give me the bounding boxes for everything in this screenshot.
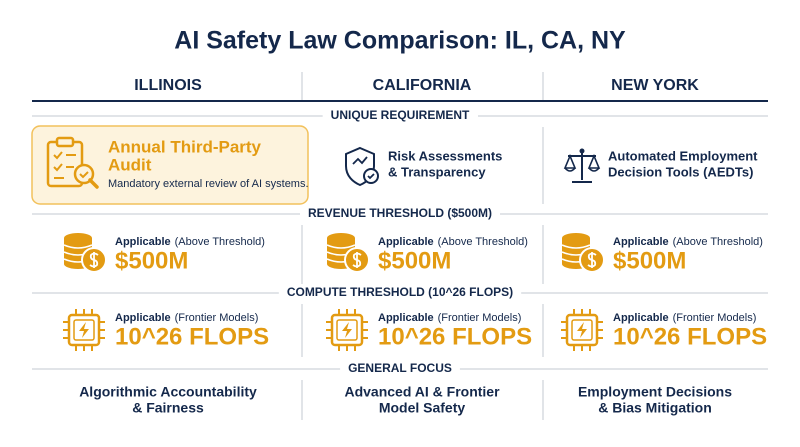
section-label-bg	[299, 206, 501, 222]
card-description: Mandatory external review of AI systems.	[108, 178, 309, 190]
status-line: Applicable (Above Threshold)	[613, 236, 763, 248]
requirement-text: Decision Tools (AEDTs)	[608, 164, 753, 179]
requirement-text: & Transparency	[388, 164, 486, 179]
section-label: UNIQUE REQUIREMENT	[331, 108, 470, 122]
shield-icon-part	[367, 173, 375, 180]
scales-icon-part	[568, 150, 596, 183]
audit-icon-part	[55, 136, 75, 148]
chip-icon-part	[73, 319, 95, 341]
chip-icon-part	[577, 322, 587, 338]
coins-icon	[326, 233, 370, 273]
column-header: NEW YORK	[611, 77, 699, 94]
scales-icon-part	[579, 148, 585, 154]
status: Applicable	[613, 236, 669, 248]
coins-icon-part	[352, 252, 362, 268]
shield-icon	[345, 146, 379, 187]
column-header: ILLINOIS	[134, 77, 202, 94]
threshold-value: $500M	[378, 247, 451, 274]
section-label-bg	[278, 285, 522, 301]
scales-icon-part	[564, 167, 600, 172]
status-note: (Above Threshold)	[438, 236, 528, 248]
chip-icon-part	[561, 309, 603, 351]
focus-text: Employment Decisions	[578, 384, 732, 400]
chip-icon-part	[79, 322, 89, 338]
status: Applicable	[378, 236, 434, 248]
focus-text: Algorithmic Accountability	[79, 384, 257, 400]
audit-icon-part	[53, 151, 63, 172]
status: Applicable	[115, 236, 171, 248]
focus-text: & Fairness	[132, 400, 204, 416]
page-title: AI Safety Law Comparison: IL, CA, NY	[174, 27, 626, 55]
card-title: Annual Third-Party	[108, 137, 262, 156]
audit-icon	[46, 136, 99, 189]
chip-icon	[63, 309, 105, 351]
chip-icon-part	[571, 319, 593, 341]
status-line: Applicable (Frontier Models)	[613, 312, 756, 324]
section-label: GENERAL FOCUS	[348, 361, 452, 375]
chip-icon-part	[63, 309, 105, 351]
chip-icon-part	[326, 309, 368, 351]
scales-icon	[563, 148, 601, 183]
coins-icon-part	[89, 252, 99, 268]
scales-icon-part	[563, 153, 601, 169]
audit-icon-part	[88, 178, 99, 189]
audit-icon-part	[79, 171, 89, 179]
threshold-value: 10^26 FLOPS	[115, 323, 269, 350]
status-line: Applicable (Frontier Models)	[378, 312, 521, 324]
requirement-text: Risk Assessments	[388, 148, 502, 163]
requirement-text: Automated Employment	[608, 148, 758, 163]
focus-text: & Bias Mitigation	[598, 400, 712, 416]
highlight-card	[31, 125, 309, 205]
status-note: (Above Threshold)	[673, 236, 763, 248]
status: Applicable	[115, 312, 171, 324]
status-line: Applicable (Above Threshold)	[115, 236, 265, 248]
audit-icon-part	[73, 163, 95, 185]
chip-icon-part	[342, 322, 352, 338]
status-note: (Frontier Models)	[673, 312, 757, 324]
coins-icon	[561, 233, 605, 273]
section-label: COMPUTE THRESHOLD (10^26 FLOPS)	[287, 285, 513, 299]
column-header: CALIFORNIA	[373, 77, 472, 94]
section-label: REVENUE THRESHOLD ($500M)	[308, 206, 492, 220]
focus-text: Advanced AI & Frontier	[344, 384, 500, 400]
threshold-value: 10^26 FLOPS	[613, 323, 767, 350]
chip-icon-part	[336, 319, 358, 341]
status: Applicable	[378, 312, 434, 324]
threshold-value: $500M	[613, 247, 686, 274]
status-note: (Frontier Models)	[175, 312, 259, 324]
section-label-bg	[322, 108, 478, 124]
coins-icon-part	[587, 252, 597, 268]
status-line: Applicable (Above Threshold)	[378, 236, 528, 248]
card-title: Audit	[108, 155, 152, 174]
audit-icon-part	[54, 154, 76, 179]
section-label-bg	[340, 361, 460, 377]
status-note: (Above Threshold)	[175, 236, 265, 248]
focus-text: Model Safety	[379, 400, 466, 416]
shield-icon-part	[352, 156, 368, 165]
status-line: Applicable (Frontier Models)	[115, 312, 258, 324]
threshold-value: $500M	[115, 247, 188, 274]
status-note: (Frontier Models)	[438, 312, 522, 324]
threshold-value: 10^26 FLOPS	[378, 323, 532, 350]
coins-icon	[63, 233, 107, 273]
chip-icon	[326, 309, 368, 351]
status: Applicable	[613, 312, 669, 324]
chip-icon	[561, 309, 603, 351]
